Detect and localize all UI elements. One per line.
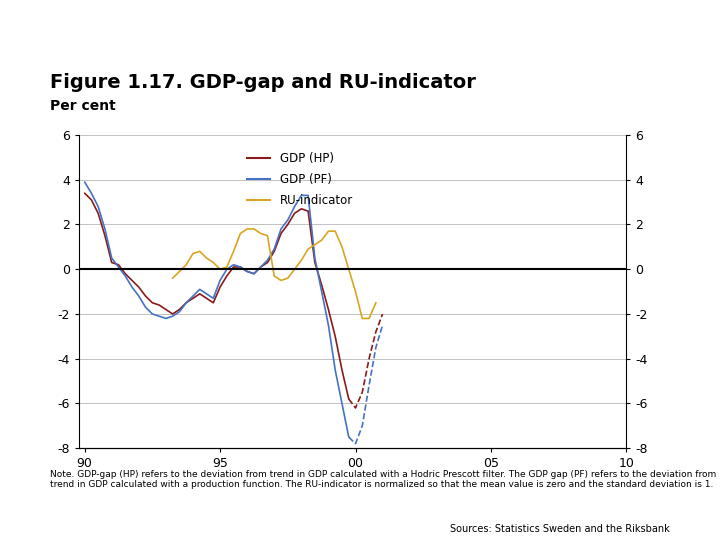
Text: Note. GDP-gap (HP) refers to the deviation from trend in GDP calculated with a H: Note. GDP-gap (HP) refers to the deviati… <box>50 470 716 489</box>
Text: SVERIGES
RIKSBANK: SVERIGES RIKSBANK <box>642 80 683 93</box>
Legend: GDP (HP), GDP (PF), RU-indicator: GDP (HP), GDP (PF), RU-indicator <box>242 147 358 212</box>
Text: Sources: Statistics Sweden and the Riksbank: Sources: Statistics Sweden and the Riksb… <box>450 524 670 534</box>
Text: Figure 1.17. GDP-gap and RU-indicator: Figure 1.17. GDP-gap and RU-indicator <box>50 73 476 92</box>
Text: Per cent: Per cent <box>50 99 116 113</box>
